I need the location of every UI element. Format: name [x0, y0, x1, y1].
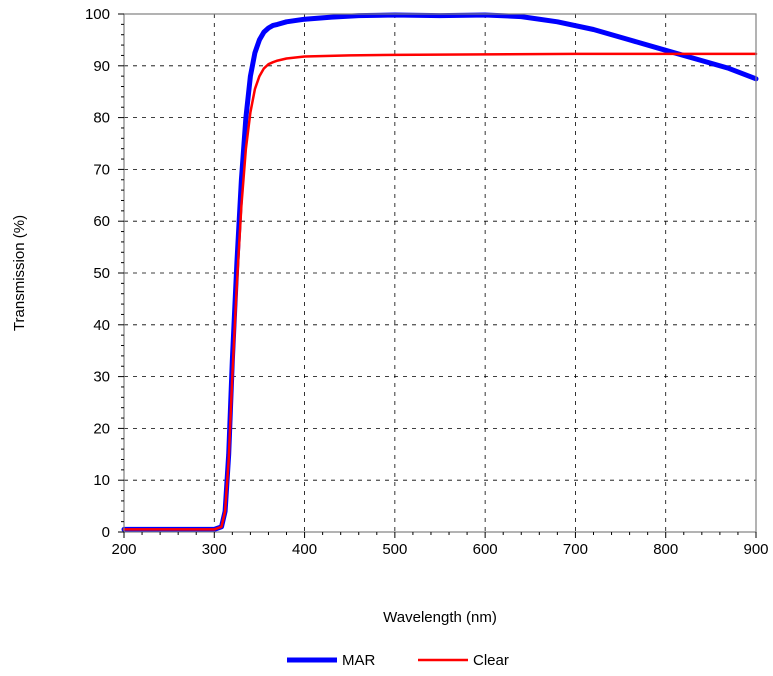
y-tick-label: 80: [93, 110, 110, 127]
series-lines: [121, 12, 759, 532]
x-tick-label: 500: [382, 541, 407, 558]
y-tick-label: 10: [93, 472, 110, 489]
series-line-mar: [121, 12, 759, 532]
x-tick-label: 400: [292, 541, 317, 558]
x-tick-label: 900: [743, 541, 768, 558]
y-tick-label: 40: [93, 317, 110, 334]
legend-label-clear: Clear: [473, 652, 509, 669]
y-tick-label: 20: [93, 420, 110, 437]
x-tick-label: 700: [563, 541, 588, 558]
y-tick-label: 90: [93, 58, 110, 75]
y-tick-labels: 0 10 20 30 40 50 60 70 80 90 100: [85, 6, 110, 541]
y-tick-label: 50: [93, 265, 110, 282]
x-tick-label: 200: [111, 541, 136, 558]
axis-ticks: [118, 13, 757, 538]
y-tick-label: 0: [102, 524, 110, 541]
y-tick-label: 60: [93, 213, 110, 230]
grid-lines: [124, 14, 756, 532]
y-tick-label: 70: [93, 161, 110, 178]
series-line-clear: [122, 52, 758, 531]
y-axis-title: Transmission (%): [11, 215, 28, 331]
legend: MAR Clear: [287, 652, 509, 669]
x-tick-labels: 200 300 400 500 600 700 800 900: [111, 541, 768, 558]
x-tick-label: 800: [653, 541, 678, 558]
legend-label-mar: MAR: [342, 652, 376, 669]
y-tick-label: 100: [85, 6, 110, 23]
y-tick-label: 30: [93, 369, 110, 386]
x-tick-label: 600: [473, 541, 498, 558]
x-tick-label: 300: [202, 541, 227, 558]
x-axis-title: Wavelength (nm): [383, 609, 497, 626]
